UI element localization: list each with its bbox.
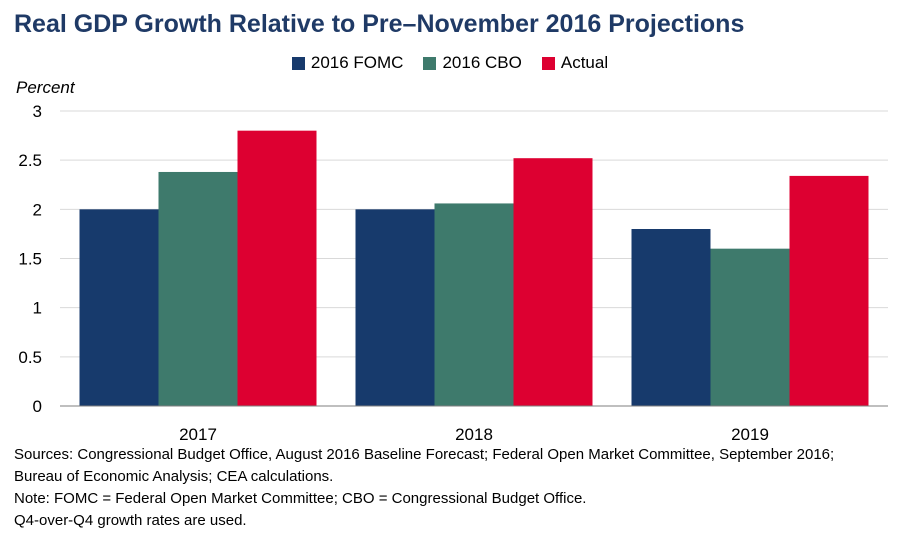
legend-label-fomc: 2016 FOMC: [310, 53, 404, 72]
bar-2016-fomc-2019: [631, 229, 711, 406]
y-tick-label: 0.5: [18, 348, 42, 367]
legend-swatch-fomc: [291, 56, 305, 70]
bar-actual-2018: [513, 158, 593, 406]
bar-2016-fomc-2017: [79, 209, 159, 406]
bar-actual-2017: [237, 130, 317, 406]
x-tick-label: 2018: [455, 425, 493, 444]
note-text: Note: FOMC = Federal Open Market Committ…: [14, 490, 587, 507]
bar-actual-2019: [789, 175, 869, 406]
y-tick-label: 2: [33, 200, 42, 219]
chart-legend: 2016 FOMC 2016 CBO Actual: [0, 53, 900, 73]
sources-text: Sources: Congressional Budget Office, Au…: [14, 446, 835, 485]
legend-label-cbo: 2016 CBO: [442, 53, 522, 72]
y-tick-label: 1: [33, 299, 42, 318]
y-axis-label: Percent: [16, 78, 75, 97]
y-tick-label: 0: [33, 397, 42, 416]
x-tick-label: 2017: [179, 425, 217, 444]
legend-item-actual: Actual: [541, 53, 609, 73]
y-tick-label: 1.5: [18, 250, 42, 269]
bar-2016-cbo-2018: [434, 203, 514, 406]
legend-swatch-actual: [541, 56, 555, 70]
legend-item-cbo: 2016 CBO: [423, 53, 522, 73]
bar-2016-cbo-2017: [158, 171, 238, 406]
chart-notes: Sources: Congressional Budget Office, Au…: [14, 444, 886, 532]
x-tick-label: 2019: [731, 425, 769, 444]
legend-item-fomc: 2016 FOMC: [291, 53, 404, 73]
bar-2016-cbo-2019: [710, 248, 790, 406]
bar-2016-fomc-2018: [355, 209, 435, 406]
y-tick-label: 3: [33, 102, 42, 121]
legend-swatch-cbo: [423, 56, 437, 70]
y-tick-label: 2.5: [18, 151, 42, 170]
chart-title: Real GDP Growth Relative to Pre–November…: [14, 10, 745, 38]
note-text-2: Q4-over-Q4 growth rates are used.: [14, 512, 247, 529]
legend-label-actual: Actual: [560, 53, 609, 72]
